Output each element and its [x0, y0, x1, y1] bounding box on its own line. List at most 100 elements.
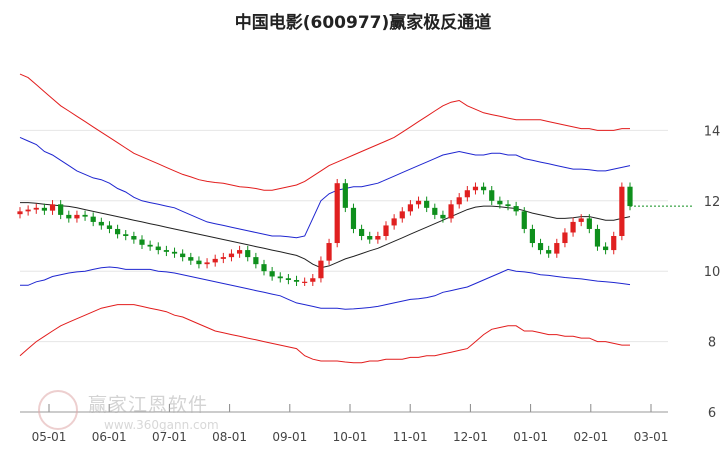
candle-body — [293, 280, 300, 282]
x-tick-label: 01-01 — [513, 430, 548, 444]
watermark-logo-icon — [38, 390, 78, 430]
x-tick-label: 02-01 — [573, 430, 608, 444]
x-tick-label: 06-01 — [92, 430, 127, 444]
candle-body — [220, 257, 226, 259]
candle-body — [611, 236, 617, 251]
candle-body — [326, 243, 332, 261]
candle-body — [350, 207, 357, 229]
candle-body — [505, 204, 511, 207]
candle-body — [407, 204, 413, 212]
candle-body — [562, 232, 568, 244]
candle-body — [82, 214, 88, 217]
chart-title: 中国电影(600977)赢家极反通道 — [234, 13, 492, 33]
candle-body — [367, 236, 373, 240]
x-tick-label: 12-01 — [453, 430, 488, 444]
candle-body — [464, 190, 470, 198]
watermark: 赢家江恩软件 www.360gann.com — [38, 388, 234, 438]
candle-body — [578, 218, 584, 222]
candle-body — [456, 197, 462, 205]
candle-body — [139, 239, 145, 245]
candle-body — [17, 211, 23, 215]
candle-body — [285, 278, 291, 280]
inner-lower-band — [20, 266, 631, 310]
candle-body — [554, 243, 560, 254]
candle-body — [147, 244, 153, 247]
x-tick-label: 03-01 — [634, 430, 669, 444]
candle-body — [603, 246, 609, 251]
candle-body — [415, 200, 422, 205]
candle-body — [424, 200, 430, 208]
candle-body — [155, 246, 161, 251]
candle-body — [342, 183, 348, 208]
candle-body — [58, 204, 64, 215]
watermark-url: www.360gann.com — [104, 418, 219, 432]
candle-body — [375, 236, 381, 240]
candle-body — [163, 250, 169, 252]
candle-body — [448, 204, 454, 219]
candle-body — [66, 214, 72, 219]
candle-body — [41, 207, 47, 211]
candle-body — [586, 218, 592, 229]
candle-body — [529, 228, 535, 244]
candle-body — [497, 200, 503, 205]
candle-body — [432, 207, 438, 215]
x-tick-label: 10-01 — [333, 430, 368, 444]
x-tick-label: 09-01 — [272, 430, 307, 444]
candle-body — [237, 250, 243, 254]
candle-body — [619, 186, 625, 236]
candle-body — [33, 207, 39, 210]
inner-upper-band — [19, 136, 631, 239]
candle-body — [49, 204, 56, 211]
candle-body — [302, 281, 308, 283]
candle-body — [391, 218, 397, 226]
candle-body — [521, 211, 527, 229]
candle-body — [627, 186, 633, 207]
candle-body — [472, 186, 479, 191]
candle-body — [383, 225, 389, 236]
candle-body — [253, 257, 259, 265]
candle-body — [171, 251, 178, 254]
y-tick-label: 8 — [708, 336, 716, 351]
candle-body — [310, 278, 316, 282]
y-tick-label: 6 — [708, 406, 716, 421]
candle-body — [98, 221, 104, 226]
y-tick-label: 12 — [704, 195, 721, 210]
x-tick-label: 07-01 — [152, 430, 187, 444]
candle-body — [212, 258, 218, 263]
candle-body — [180, 253, 186, 258]
ma-line — [20, 202, 631, 269]
watermark-brand: 赢家江恩软件 — [88, 394, 209, 416]
candle-body — [318, 260, 324, 279]
candle-body — [399, 211, 405, 219]
candle-body — [481, 186, 487, 191]
candle-body — [228, 253, 235, 258]
candle-body — [334, 183, 340, 244]
candle-body — [570, 221, 576, 233]
x-tick-label: 05-01 — [32, 430, 67, 444]
candle-body — [115, 228, 121, 235]
outer-lower-band — [19, 304, 630, 364]
candle-body — [74, 214, 80, 219]
candle-body — [106, 225, 113, 229]
candle-body — [204, 262, 210, 265]
candle-body — [440, 214, 446, 219]
candle-body — [123, 234, 129, 236]
y-tick-label: 14 — [704, 124, 721, 139]
candle-body — [594, 228, 601, 247]
candle-body — [546, 250, 552, 254]
x-tick-label: 11-01 — [393, 430, 428, 444]
y-tick-label: 10 — [704, 265, 721, 280]
candle-body — [537, 243, 544, 251]
candle-body — [25, 209, 31, 212]
candle-body — [261, 264, 267, 272]
candle-body — [188, 257, 194, 261]
candle-body — [131, 236, 137, 240]
candle-body — [513, 206, 519, 212]
candle-body — [90, 216, 96, 222]
candle-body — [269, 271, 275, 277]
outer-upper-band — [19, 73, 630, 191]
candle-body — [196, 260, 202, 265]
candle-body — [245, 250, 251, 258]
candle-body — [359, 228, 365, 236]
